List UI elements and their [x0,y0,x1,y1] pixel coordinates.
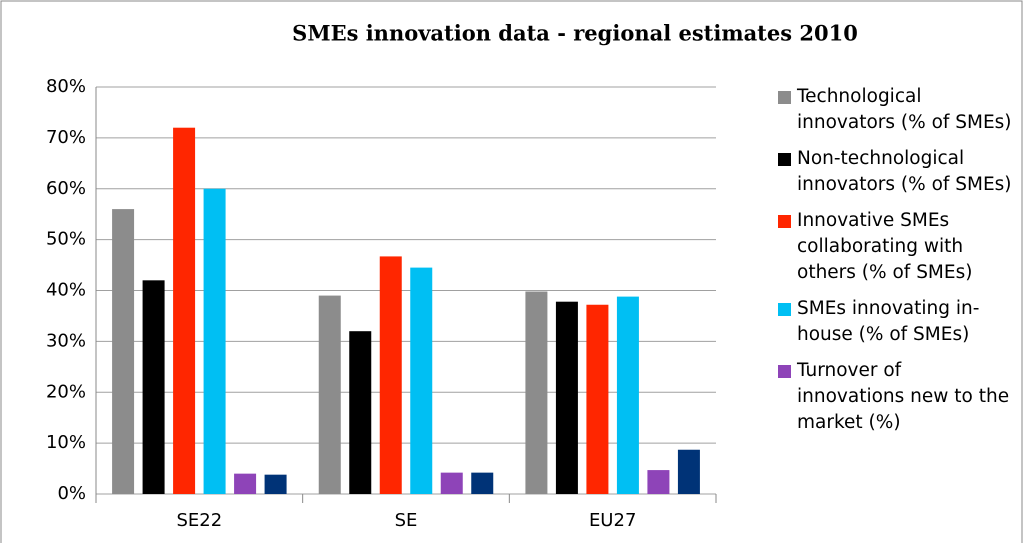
legend-swatch [778,303,791,316]
y-tick-label: 40% [46,280,86,301]
legend-label: Innovative SMEs collaborating with other… [797,210,973,283]
y-tick-label: 30% [46,330,86,351]
x-tick-label: SE [395,510,418,531]
x-tick-label: SE22 [176,510,222,531]
legend: Technological innovators (% of SMEs) Non-… [778,84,1014,446]
legend-item: Innovative SMEs collaborating with other… [778,208,1014,286]
y-tick-label: 80% [46,76,86,97]
bar [173,127,196,494]
bar [647,470,670,494]
legend-item: Non-technological innovators (% of SMEs) [778,146,1014,198]
legend-label: Turnover of innovations new to the marke… [797,360,1010,433]
legend-label: Technological innovators (% of SMEs) [797,86,1012,133]
bar [440,472,463,494]
bar [410,267,433,494]
y-tick-label: 0% [57,483,86,504]
legend-swatch [778,365,791,378]
bar [142,280,165,494]
chart-title: SMEs innovation data - regional estimate… [292,21,858,46]
bar [349,331,372,494]
bar [234,473,257,494]
legend-item: SMEs innovating in-house (% of SMEs) [778,296,1014,348]
legend-swatch [778,91,791,104]
bar [112,209,135,494]
y-tick-label: 60% [46,178,86,199]
bar [318,295,341,494]
bar [616,296,639,494]
legend-label: SMEs innovating in-house (% of SMEs) [797,298,980,345]
legend-swatch [778,215,791,228]
bar [203,188,226,494]
bar [471,472,494,494]
x-tick-label: EU27 [589,510,636,531]
y-tick-label: 70% [46,127,86,148]
y-tick-label: 20% [46,381,86,402]
bar [379,256,402,494]
bar [677,449,700,494]
bar [525,291,548,494]
y-tick-label: 10% [46,432,86,453]
y-tick-label: 50% [46,229,86,250]
legend-label: Non-technological innovators (% of SMEs) [797,148,1012,195]
bar [586,304,609,494]
legend-item: Technological innovators (% of SMEs) [778,84,1014,136]
legend-swatch [778,153,791,166]
bar [555,301,578,494]
bar [264,474,287,494]
legend-item: Turnover of innovations new to the marke… [778,358,1014,436]
